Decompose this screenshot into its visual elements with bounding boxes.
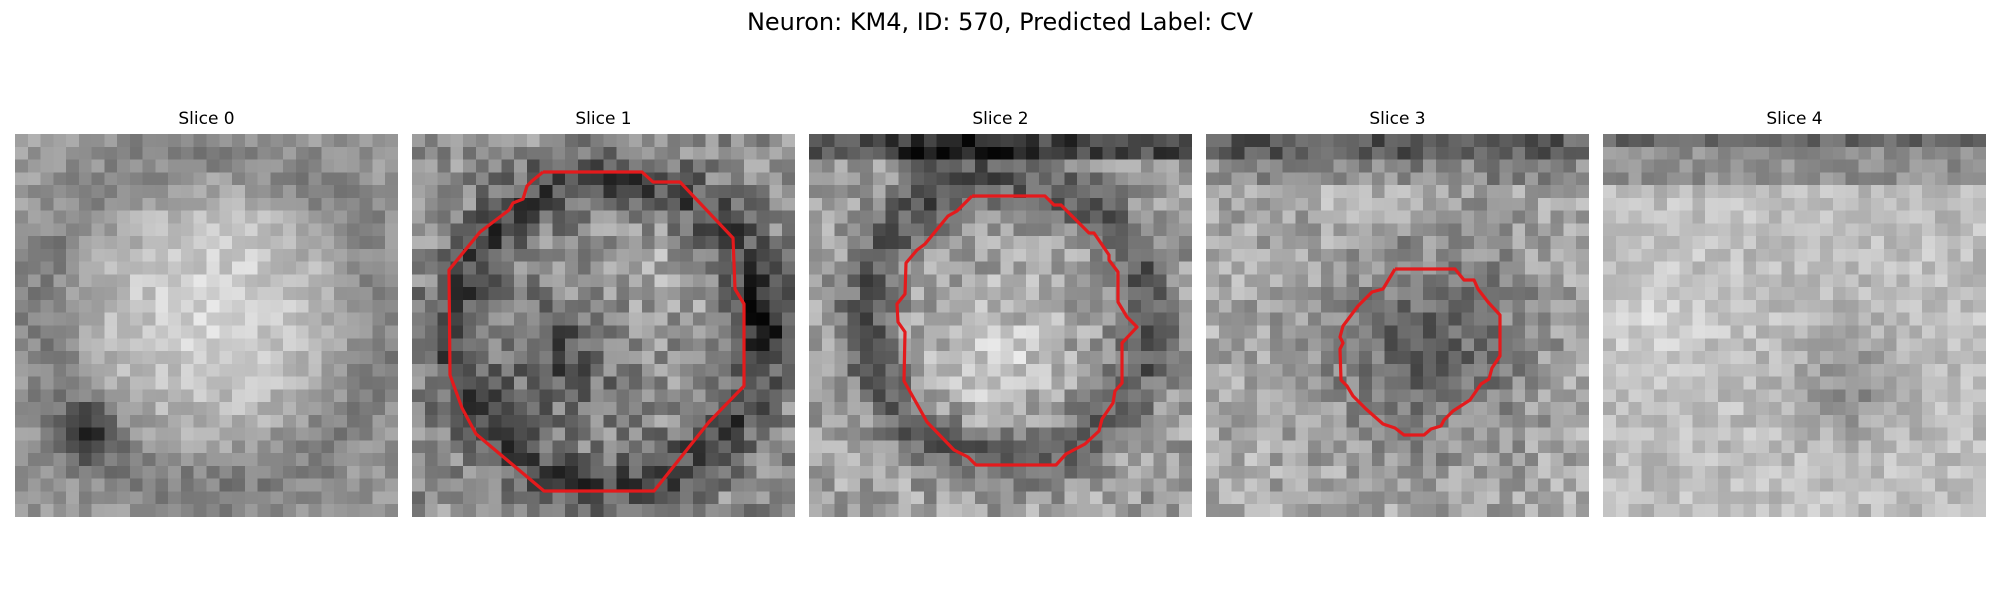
- slice-title: Slice 3: [1369, 109, 1426, 129]
- slice-panel-4: Slice 4: [1603, 108, 1986, 520]
- figure-title: Neuron: KM4, ID: 570, Predicted Label: C…: [746, 8, 1254, 36]
- slice-panel-3: Slice 3: [1206, 108, 1589, 520]
- slice-title: Slice 4: [1766, 109, 1823, 129]
- slice-image: [809, 134, 1192, 517]
- slice-image: [15, 134, 398, 517]
- slice-image: [412, 134, 795, 517]
- slice-panel-0: Slice 0: [15, 108, 398, 520]
- slice-panel-2: Slice 2: [809, 108, 1192, 520]
- slice-title: Slice 1: [575, 109, 632, 129]
- slice-title: Slice 2: [972, 109, 1029, 129]
- slice-title: Slice 0: [178, 109, 235, 129]
- slice-image: [1603, 134, 1986, 517]
- slice-panel-1: Slice 1: [412, 108, 795, 520]
- slice-image: [1206, 134, 1589, 517]
